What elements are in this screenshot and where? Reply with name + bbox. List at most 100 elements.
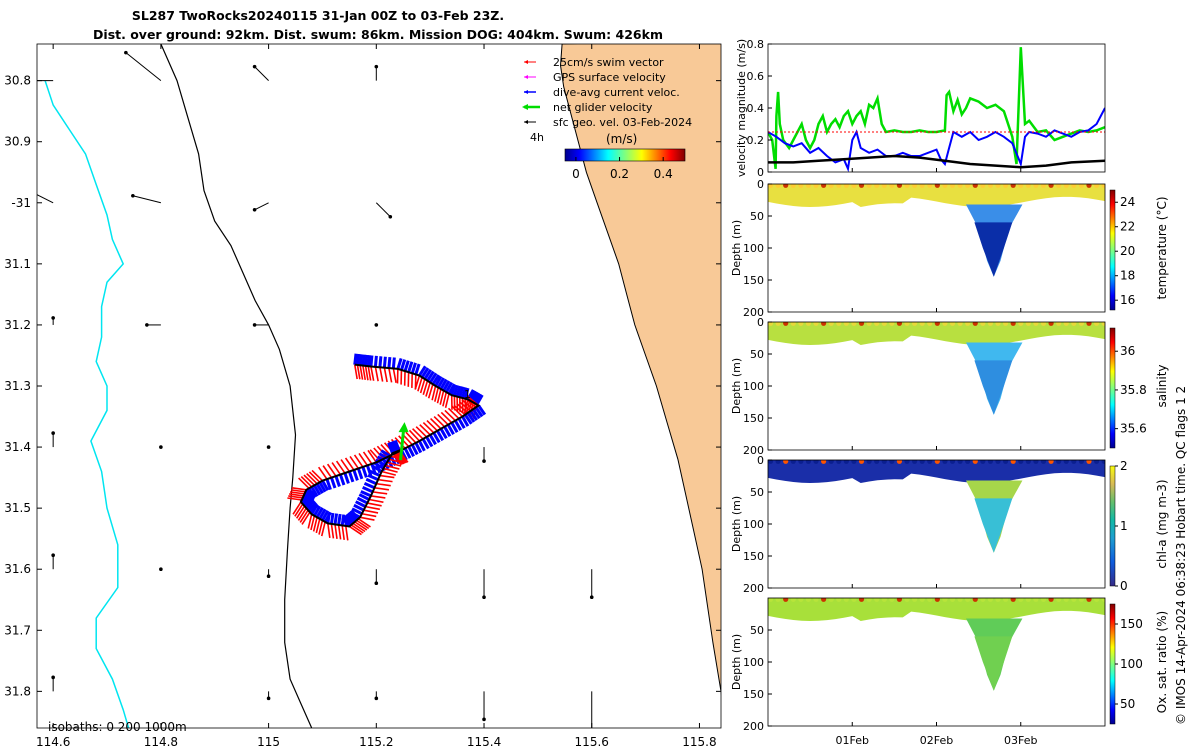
profile-surface-dot xyxy=(1093,322,1100,326)
geo-vector xyxy=(254,202,269,211)
profile-y-tick-label: 0 xyxy=(757,178,764,191)
profile-surface-dot xyxy=(1010,184,1016,188)
profile-surface-dot xyxy=(1040,322,1047,326)
profile-surface-dot xyxy=(896,598,903,602)
dive-avg-vector xyxy=(420,367,430,379)
profile-surface-dot xyxy=(1101,184,1105,188)
profile-surface-dot xyxy=(798,184,804,188)
profile-surface-dot xyxy=(1093,460,1100,464)
dive-avg-vector xyxy=(315,482,324,495)
swim-vector xyxy=(310,515,316,531)
swim-vector xyxy=(303,474,315,486)
dive-avg-vector xyxy=(313,484,322,496)
profile-surface-dot xyxy=(836,322,842,326)
geo-vector-head xyxy=(482,717,486,722)
dive-avg-vector xyxy=(421,438,430,450)
profile-upper-layer xyxy=(768,460,1105,483)
profile-surface-dot xyxy=(942,460,948,464)
profile-surface-dot xyxy=(1063,598,1069,602)
dive-avg-vector xyxy=(365,477,377,486)
profile-colorbar-tick-label: 20 xyxy=(1120,244,1135,258)
profile-surface-dot xyxy=(949,598,956,602)
profile-surface-dot xyxy=(858,184,865,188)
swim-vector xyxy=(301,511,311,525)
profile-colorbar-label: temperature (°C) xyxy=(1155,197,1169,300)
y-tick-label: 31.3 xyxy=(4,379,31,393)
swim-vector xyxy=(290,489,306,493)
dive-avg-vector xyxy=(455,385,462,397)
geo-vector-head xyxy=(266,574,271,579)
dive-avg-vector xyxy=(410,362,417,374)
dive-avg-vector xyxy=(414,363,421,375)
dive-avg-vector xyxy=(358,354,363,366)
profile-surface-dot xyxy=(1033,598,1039,602)
profile-surface-dot xyxy=(783,598,789,602)
profile-deep-core xyxy=(974,498,1013,553)
swim-vector xyxy=(353,454,364,468)
swim-vector xyxy=(322,465,333,479)
chart-title-line1: SL287 TwoRocks20240115 31-Jan 00Z to 03-… xyxy=(132,8,504,23)
swim-vector xyxy=(386,461,402,467)
swim-vector xyxy=(453,404,466,416)
profile-panel-oxygen: 50 100 150 200 Depth (m) 50 100 150 Ox. sat. rat… xyxy=(730,597,1169,747)
profile-surface-dot xyxy=(874,598,880,602)
profile-surface-dot xyxy=(1018,322,1024,326)
dive-avg-vector xyxy=(355,353,361,366)
swim-vector xyxy=(288,495,303,499)
dive-avg-vector xyxy=(329,512,335,525)
geo-vector-head xyxy=(23,187,27,191)
profile-data xyxy=(768,322,1105,415)
swim-vector xyxy=(419,424,431,436)
swim-vector xyxy=(405,431,417,444)
profile-surface-dot xyxy=(1078,322,1085,326)
dive-avg-vector xyxy=(341,517,351,528)
swim-vector xyxy=(353,364,358,380)
profile-surface-dot xyxy=(942,598,948,602)
swim-vector xyxy=(447,407,460,420)
profile-surface-dot xyxy=(775,598,781,602)
swim-vector xyxy=(349,456,360,469)
profile-surface-dot xyxy=(1101,460,1105,464)
dive-avg-vector xyxy=(391,357,396,369)
dive-avg-vector xyxy=(304,490,317,498)
profile-surface-dot xyxy=(790,322,796,326)
profile-surface-dot xyxy=(1056,598,1062,602)
track-label: 1 xyxy=(464,388,471,401)
swim-vector xyxy=(383,467,398,473)
y-tick-label: 31.5 xyxy=(4,501,31,515)
dive-avg-vector xyxy=(334,475,341,487)
profile-surface-dot xyxy=(1093,184,1100,188)
dive-avg-vector xyxy=(403,360,410,372)
dive-avg-vector xyxy=(325,478,332,491)
geo-vector-head xyxy=(388,214,393,219)
dive-avg-vector xyxy=(361,354,366,366)
dive-avg-vector xyxy=(361,466,368,478)
y-tick-label: 30.9 xyxy=(4,135,31,149)
colorbar-tick-label: 0.4 xyxy=(654,167,673,181)
profile-surface-dot xyxy=(1048,322,1054,326)
profile-surface-dot xyxy=(1093,598,1100,602)
dive-avg-vector xyxy=(307,501,318,512)
swim-vector xyxy=(370,495,386,499)
dive-avg-vector xyxy=(303,497,314,508)
profile-surface-dot xyxy=(813,322,819,326)
profile-surface-dot xyxy=(843,598,849,602)
x-tick-label: 115.8 xyxy=(682,735,716,749)
dive-avg-vector xyxy=(330,477,337,489)
dive-avg-vector xyxy=(436,430,445,442)
dive-avg-vector xyxy=(305,488,317,496)
swim-vector xyxy=(311,469,324,482)
profile-y-tick-label: 200 xyxy=(743,582,764,595)
profile-y-tick-label: 200 xyxy=(743,306,764,319)
profile-surface-dot xyxy=(836,598,842,602)
profile-ylabel: Depth (m) xyxy=(730,358,743,414)
dive-avg-vector xyxy=(423,369,432,380)
profile-surface-dot xyxy=(972,322,978,326)
profile-surface-dot xyxy=(934,184,940,188)
dive-avg-vector xyxy=(439,378,448,390)
profile-surface-dot xyxy=(775,184,781,188)
swim-vector xyxy=(292,501,302,515)
dive-avg-vector xyxy=(349,511,361,519)
profile-colorbar xyxy=(1109,189,1116,311)
dive-avg-vector xyxy=(305,499,316,510)
